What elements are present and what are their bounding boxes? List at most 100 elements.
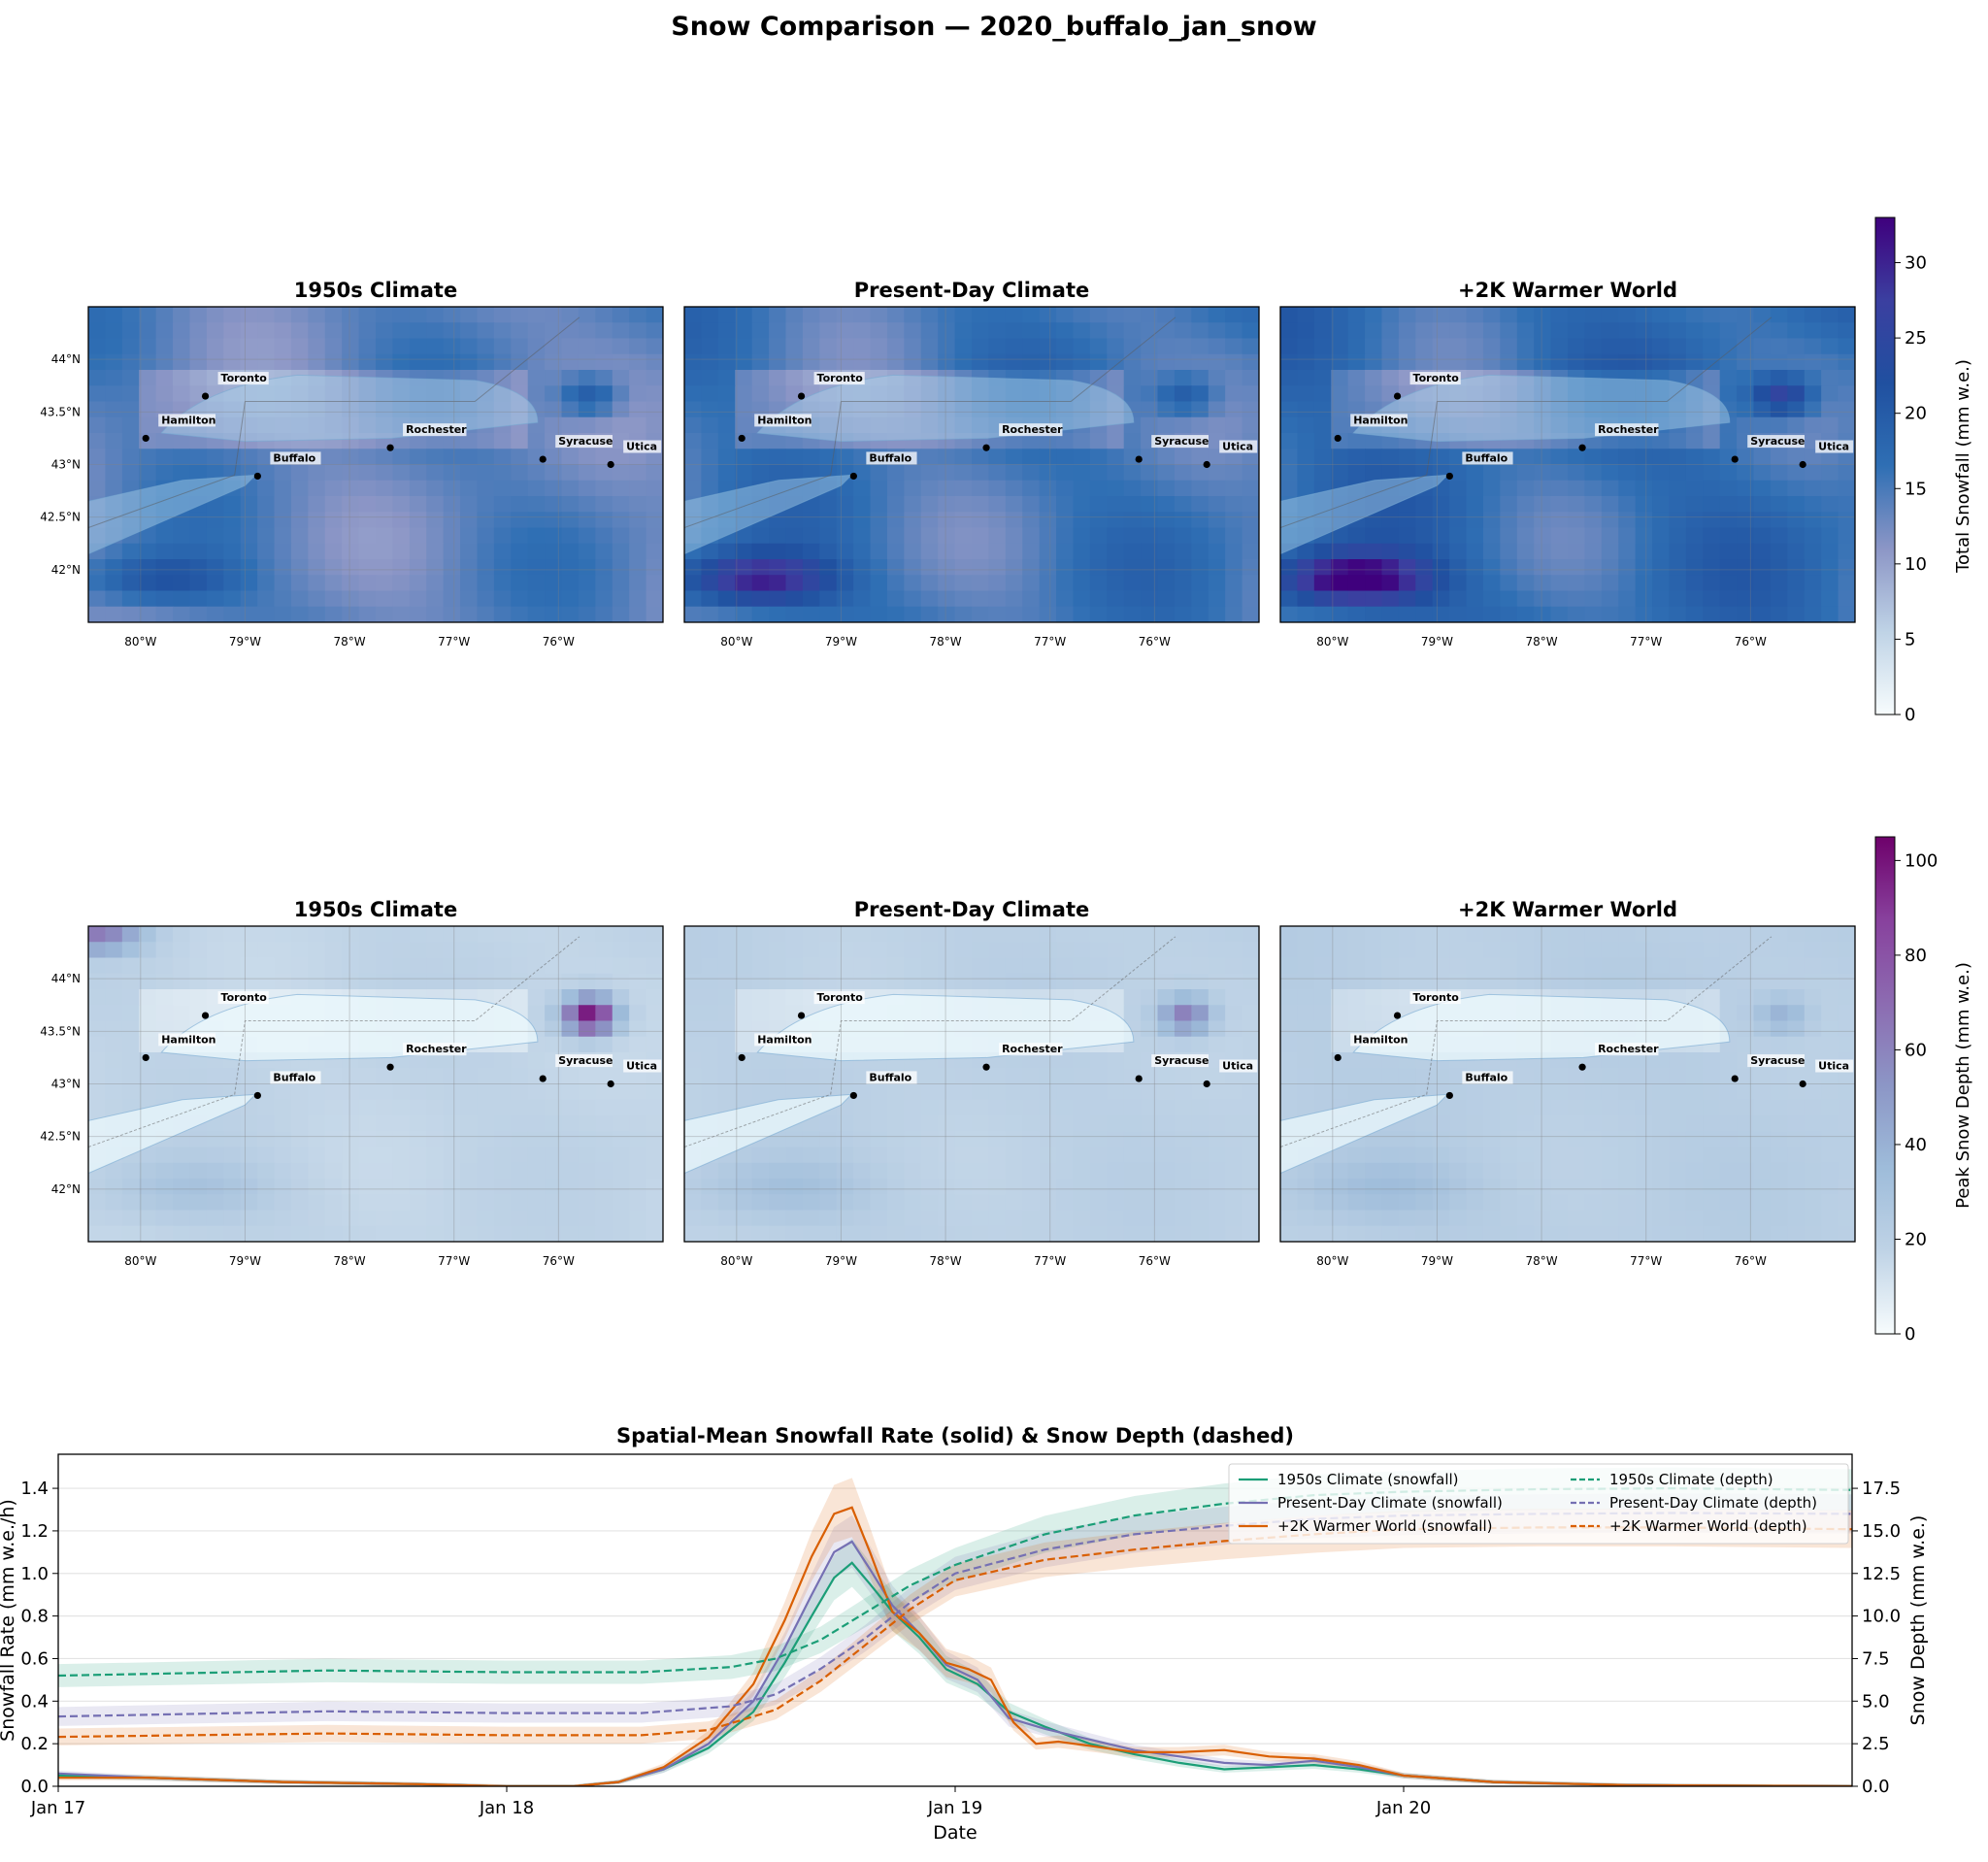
lon-tick-label: 77°W — [1034, 1254, 1066, 1268]
city-label-bg — [217, 372, 269, 385]
colorbar-snowfall: 0 5 10 15 20 25 30 Total Snowfall (mm w.e.) — [1874, 216, 1973, 725]
lon-tick-label: 76°W — [1139, 635, 1171, 648]
city-label: Hamilton — [1353, 414, 1408, 426]
city-marker — [607, 1080, 614, 1088]
city-label: Buffalo — [869, 451, 911, 464]
city-label-bg — [270, 1071, 321, 1084]
lon-tick-label: 77°W — [1630, 1254, 1662, 1268]
legend-entry: 1950s Climate (depth) — [1609, 1471, 1773, 1488]
map-panel-title: 1950s Climate — [294, 898, 457, 921]
lon-tick-label: 76°W — [1735, 1254, 1767, 1268]
city-label: Hamilton — [161, 1033, 215, 1046]
y-tick-label: 1.4 — [20, 1479, 49, 1499]
city-label: Toronto — [817, 372, 864, 384]
city-label-bg — [866, 1071, 917, 1084]
x-axis-label: Date — [933, 1822, 977, 1844]
city-label: Buffalo — [1465, 451, 1508, 464]
city-marker — [738, 1053, 746, 1062]
city-label-bg — [158, 1033, 215, 1047]
city-label-bg — [555, 1054, 613, 1068]
colorbar-tick-label: 10 — [1905, 554, 1927, 575]
map-panels: Toronto Hamilton Buffalo Rochester Syracuse U… — [40, 279, 1856, 1268]
figure-suptitle: Snow Comparison — 2020_buffalo_jan_snow — [671, 12, 1316, 42]
city-label-bg — [754, 1033, 812, 1047]
colorbar-label: Peak Snow Depth (mm w.e.) — [1953, 962, 1973, 1209]
city-label: Utica — [626, 441, 657, 453]
lake-erie — [88, 1093, 257, 1175]
y-tick-label: 1.0 — [20, 1564, 49, 1584]
lat-tick-label: 44°N — [51, 972, 81, 985]
city-marker — [1578, 1063, 1586, 1071]
city-label-bg — [1350, 1033, 1408, 1047]
border-line — [684, 316, 1176, 528]
y-tick-label: 0.0 — [20, 1777, 49, 1797]
lon-tick-label: 77°W — [438, 1254, 470, 1268]
city-label-bg — [623, 440, 662, 453]
city-label: Utica — [1818, 441, 1849, 453]
map-panel-title: Present-Day Climate — [854, 898, 1090, 921]
city-marker — [386, 444, 394, 451]
city-marker — [386, 1063, 394, 1071]
colorbar-tick-label: 80 — [1905, 946, 1927, 966]
city-marker — [142, 434, 149, 443]
y-tick-label: 0.4 — [20, 1691, 49, 1712]
map-frame — [683, 925, 1260, 1243]
colorbar-tick-label: 0 — [1905, 1324, 1915, 1345]
lat-tick-label: 42°N — [51, 563, 81, 577]
city-label-bg — [217, 991, 269, 1005]
city-label: Toronto — [221, 372, 268, 384]
lake-erie — [684, 474, 853, 555]
city-label: Toronto — [1413, 991, 1460, 1004]
y2-tick-label: 15.0 — [1862, 1521, 1901, 1542]
map-frame — [1279, 306, 1856, 623]
city-label: Rochester — [1002, 423, 1063, 436]
lon-tick-label: 80°W — [1316, 635, 1348, 648]
map-raster — [684, 926, 1259, 1242]
city-label-bg — [158, 414, 215, 427]
map-panel-title: 1950s Climate — [294, 279, 457, 302]
city-marker — [1393, 1012, 1402, 1019]
city-label-bg — [1747, 435, 1806, 449]
legend-entry: +2K Warmer World (depth) — [1609, 1517, 1807, 1535]
city-label: Syracuse — [558, 435, 613, 448]
series-line — [58, 1506, 1852, 1786]
city-marker — [1445, 472, 1453, 481]
city-label-bg — [866, 451, 917, 465]
lon-tick-label: 78°W — [930, 1254, 962, 1268]
city-marker — [982, 1063, 990, 1071]
city-marker — [1731, 455, 1739, 463]
border-line — [88, 936, 580, 1147]
map-panel-depth-2: Toronto Hamilton Buffalo Rochester Syracuse U… — [683, 898, 1260, 1268]
chart-title: Spatial-Mean Snowfall Rate (solid) & Sno… — [616, 1424, 1294, 1447]
border-line — [1280, 316, 1773, 528]
city-label-bg — [270, 451, 321, 465]
y-tick-label: 0.6 — [20, 1648, 49, 1669]
legend-entry: +2K Warmer World (snowfall) — [1277, 1517, 1493, 1535]
lake-erie — [684, 1093, 853, 1175]
lon-tick-label: 78°W — [334, 1254, 366, 1268]
city-label-bg — [1151, 1054, 1209, 1068]
y2-tick-label: 7.5 — [1862, 1648, 1890, 1669]
city-marker — [1135, 455, 1143, 463]
y-tick-label: 1.2 — [20, 1521, 49, 1542]
city-label-bg — [1747, 1054, 1806, 1068]
lon-tick-label: 76°W — [1139, 1254, 1171, 1268]
lon-tick-label: 76°W — [1735, 635, 1767, 648]
map-raster — [1280, 926, 1855, 1242]
lon-tick-label: 79°W — [1421, 1254, 1453, 1268]
series-band — [58, 1467, 1852, 1687]
map-panel-title: +2K Warmer World — [1458, 898, 1677, 921]
city-label-bg — [1462, 1071, 1513, 1084]
colorbar-tick-label: 20 — [1905, 404, 1927, 424]
city-marker — [1445, 1091, 1453, 1100]
city-marker — [253, 472, 261, 481]
city-label: Rochester — [406, 1043, 467, 1055]
map-raster — [88, 926, 663, 1242]
city-label: Toronto — [1413, 372, 1460, 384]
y2-tick-label: 12.5 — [1862, 1564, 1901, 1584]
city-marker — [1334, 1053, 1342, 1062]
city-marker — [539, 455, 547, 463]
city-label: Syracuse — [1154, 435, 1209, 448]
city-label-bg — [403, 423, 467, 437]
city-label-bg — [1409, 372, 1461, 385]
